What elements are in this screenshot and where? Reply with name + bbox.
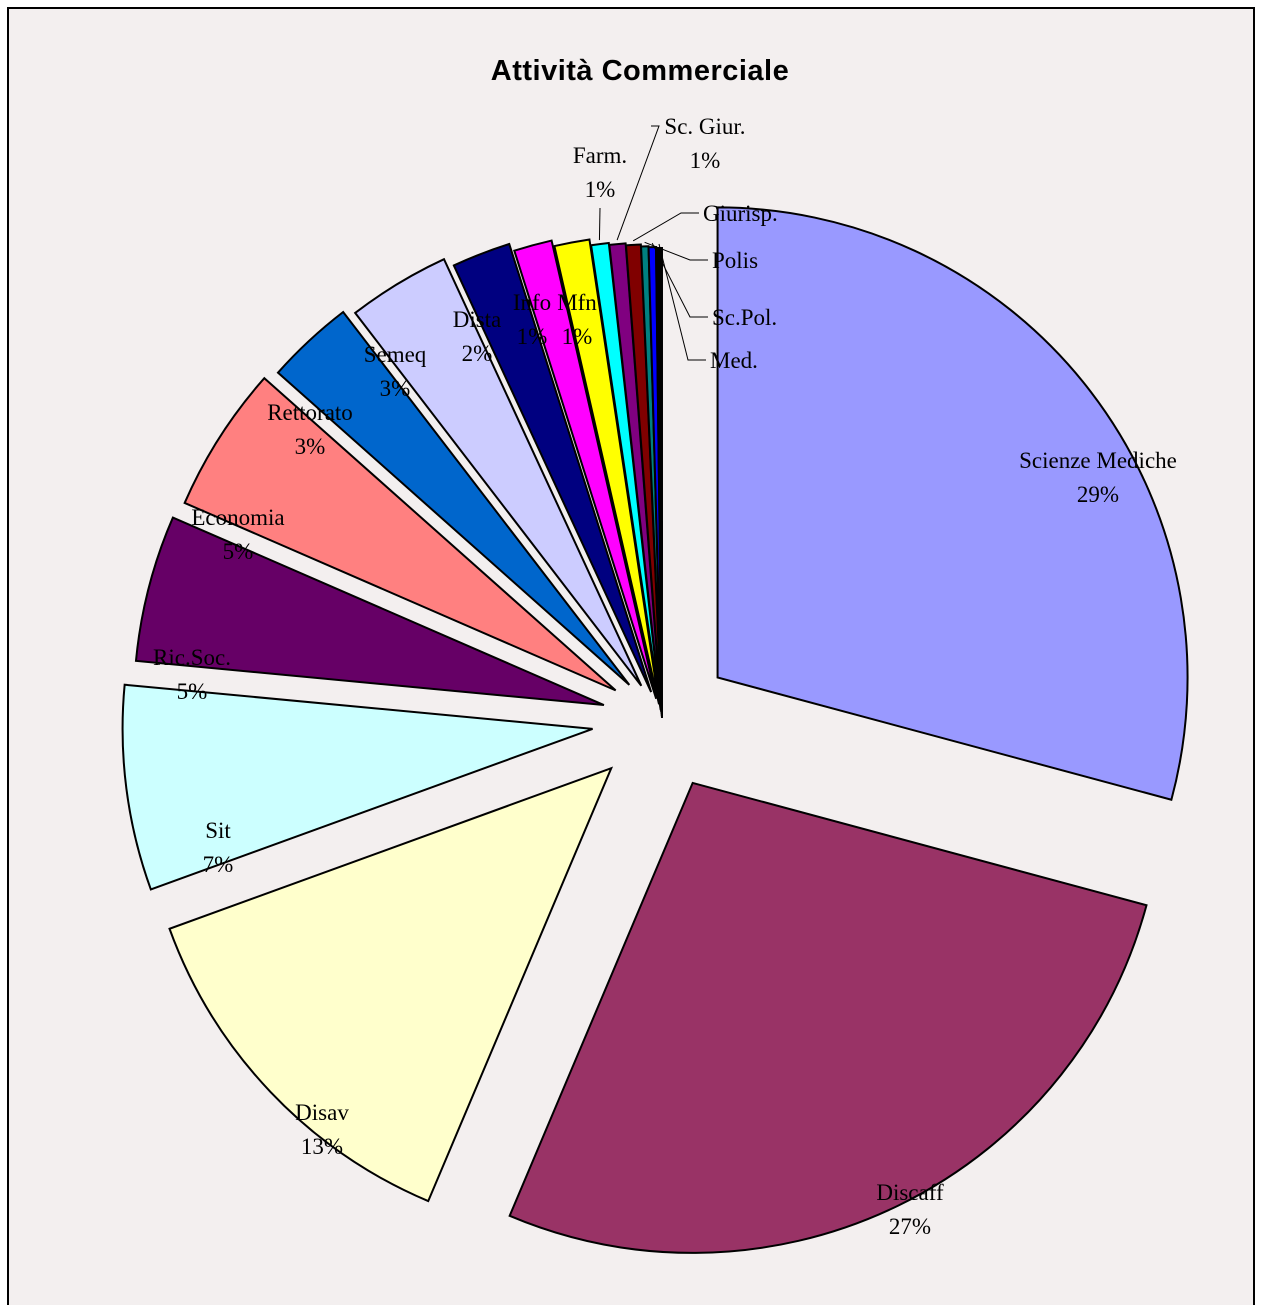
slice-name-label-13: Giurisp. xyxy=(703,201,778,226)
slice-name-label-7: Semeq xyxy=(364,342,427,367)
pie-slice-13 xyxy=(624,243,663,715)
leader-line-12 xyxy=(616,125,660,241)
pie-slice-11 xyxy=(589,241,662,711)
slice-name-label-3: Sit xyxy=(205,818,231,843)
slice-name-label-0: Scienze Mediche xyxy=(1019,448,1177,473)
pie-slice-8 xyxy=(452,242,653,693)
slice-name-label-2: Disav xyxy=(295,1100,349,1125)
slice-percent-label-7: 3% xyxy=(380,376,411,401)
leader-line-13 xyxy=(632,212,699,242)
slice-percent-label-5: 5% xyxy=(223,539,254,564)
pie-slice-5 xyxy=(183,376,617,692)
slice-percent-label-0: 29% xyxy=(1077,482,1119,507)
pie-slice-4 xyxy=(134,516,605,707)
slice-name-label-8: Dista xyxy=(453,307,502,332)
leader-line-11 xyxy=(598,207,601,241)
slice-name-label-11: Farm. xyxy=(573,143,627,168)
slice-percent-label-6: 3% xyxy=(295,434,326,459)
pie-slice-1 xyxy=(508,781,1148,1254)
slice-percent-label-4: 5% xyxy=(177,679,208,704)
slice-percent-label-2: 13% xyxy=(301,1134,343,1159)
pie-slice-0 xyxy=(716,206,1189,801)
pie-slice-2 xyxy=(168,766,614,1203)
slice-name-label-1: Discaff xyxy=(876,1180,944,1205)
slice-percent-label-12: 1% xyxy=(690,148,721,173)
slice-name-label-9: Info xyxy=(513,290,551,315)
slice-name-label-12: Sc. Giur. xyxy=(664,114,745,139)
pie-slice-6 xyxy=(276,310,631,686)
slice-percent-label-9: 1% xyxy=(517,324,548,349)
pie-slice-10 xyxy=(553,238,661,705)
pie-slice-7 xyxy=(353,257,643,687)
leader-line-16 xyxy=(658,243,706,361)
slice-name-label-6: Rettorato xyxy=(267,400,353,425)
chart-title: Attività Commerciale xyxy=(491,55,790,87)
slice-percent-label-3: 7% xyxy=(203,852,234,877)
pie-slices xyxy=(121,206,1189,1254)
pie-slice-9 xyxy=(513,239,658,700)
slice-percent-label-1: 27% xyxy=(889,1214,931,1239)
slice-name-label-10: Mfn xyxy=(557,290,597,315)
slice-name-label-15: Sc.Pol. xyxy=(712,305,777,330)
slice-percent-label-8: 2% xyxy=(462,341,493,366)
slice-name-label-14: Polis xyxy=(712,248,758,273)
slice-name-label-16: Med. xyxy=(710,348,758,373)
pie-slice-3 xyxy=(121,683,593,891)
slice-name-label-5: Economia xyxy=(191,505,284,530)
leader-lines xyxy=(598,125,708,361)
slice-labels: Scienze Mediche 29% Discaff 27% Disav 13% Sit 7… xyxy=(153,114,1177,1239)
slice-percent-label-11: 1% xyxy=(585,177,616,202)
slice-percent-label-10: 1% xyxy=(562,324,593,349)
pie-slice-12 xyxy=(608,242,663,713)
slice-name-label-4: Ric.Soc. xyxy=(153,645,231,670)
